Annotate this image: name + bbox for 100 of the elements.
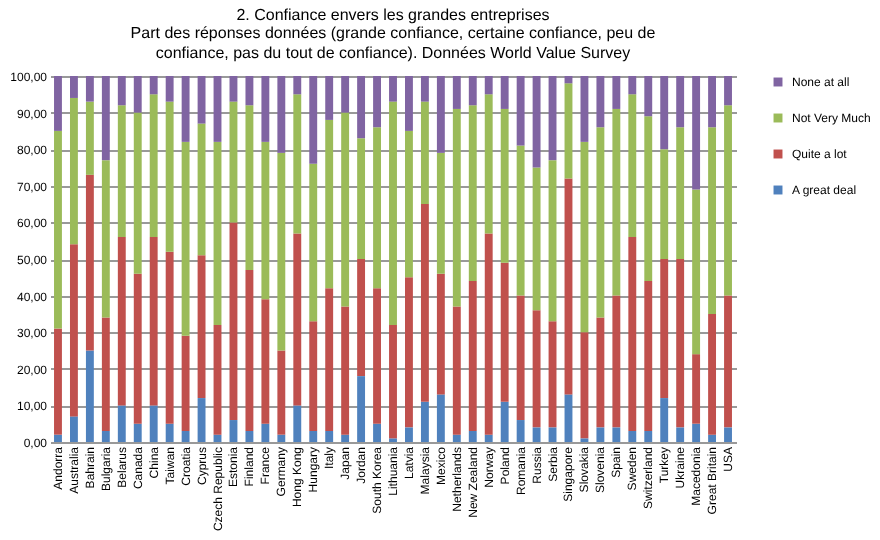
bar: [692, 76, 701, 190]
chart-subtitle: Part des réponses données (grande confiance, certaine confiance, peu de confiance, pas du tout de confiance). Données World Value Survey: [130, 24, 657, 62]
bar: [229, 76, 238, 102]
bar: [373, 127, 381, 289]
bar: [628, 76, 637, 95]
bar: [612, 427, 621, 442]
bar: [405, 427, 413, 442]
bar: [357, 259, 366, 377]
bar: [436, 76, 445, 153]
bar: [468, 76, 477, 106]
bar: [516, 76, 525, 146]
bar: [660, 398, 669, 442]
bar: [133, 112, 142, 274]
bar: [357, 76, 366, 139]
bar: [117, 76, 126, 106]
bar: [85, 174, 94, 351]
bar: [165, 423, 174, 442]
bar: [101, 76, 110, 161]
bar: [516, 145, 525, 296]
bar: [293, 94, 302, 234]
bar: [165, 101, 174, 252]
bar: [692, 354, 701, 424]
bar: [54, 130, 62, 329]
bar: [516, 420, 525, 442]
bar: [708, 313, 717, 435]
bar: [181, 141, 190, 336]
bar: [436, 152, 445, 274]
bar: [85, 101, 94, 175]
bar: [261, 423, 270, 442]
bar: [197, 398, 206, 442]
chart-title: 2. Confiance envers les grandes entreprises: [236, 6, 550, 24]
bar: [692, 189, 701, 355]
bar: [69, 76, 78, 98]
bar: [596, 127, 605, 318]
bar: [420, 401, 429, 442]
bar: [596, 317, 605, 428]
bar: [468, 280, 477, 432]
bar: [405, 130, 413, 278]
bar: [628, 237, 637, 432]
bar: [724, 427, 732, 442]
bar: [309, 321, 318, 432]
bar: [261, 299, 270, 424]
bar: [676, 76, 685, 128]
bar: [325, 288, 334, 432]
bar: [644, 76, 653, 117]
bar: [181, 76, 190, 142]
bar: [676, 127, 685, 259]
bar: [389, 76, 397, 102]
bar: [197, 123, 206, 256]
bar: [357, 138, 366, 259]
bar: [452, 306, 461, 435]
bar: [612, 108, 621, 296]
bar: [149, 94, 158, 238]
bar: [660, 76, 669, 150]
bar: [405, 277, 413, 428]
bar: [724, 295, 732, 428]
bar: [69, 244, 78, 417]
bar: [484, 434, 493, 442]
bar: [373, 423, 381, 442]
bar: [54, 434, 62, 442]
bar: [69, 416, 78, 442]
bar: [357, 376, 366, 442]
bar: [245, 76, 254, 106]
bar: [500, 108, 509, 263]
bar: [532, 427, 541, 442]
bar: [69, 97, 78, 245]
bar: [660, 259, 669, 399]
bar: [420, 204, 429, 402]
bar: [516, 295, 525, 421]
bar: [452, 108, 461, 307]
bar: [532, 76, 541, 168]
bar: [373, 76, 381, 128]
bar: [500, 401, 509, 442]
bar: [580, 76, 589, 142]
bar: [532, 167, 541, 311]
bar: [708, 434, 717, 442]
bar: [149, 76, 158, 95]
bar: [644, 431, 653, 442]
bar: [389, 324, 397, 439]
bar: [532, 310, 541, 428]
bar: [596, 76, 605, 128]
bar: [245, 105, 254, 270]
bar: [165, 251, 174, 424]
bar: [484, 76, 493, 95]
bar: [277, 434, 286, 442]
bar: [612, 295, 621, 428]
bar: [277, 76, 286, 153]
bar: [309, 431, 318, 442]
bar: [309, 76, 318, 164]
bar: [500, 262, 509, 402]
bar: [293, 405, 302, 442]
bar: [149, 237, 158, 406]
bar: [644, 280, 653, 432]
bar: [484, 233, 493, 435]
bar: [261, 141, 270, 300]
bar: [405, 76, 413, 131]
bar: [420, 76, 429, 102]
bar: [724, 105, 732, 296]
bar: [580, 141, 589, 333]
bar: [389, 101, 397, 325]
